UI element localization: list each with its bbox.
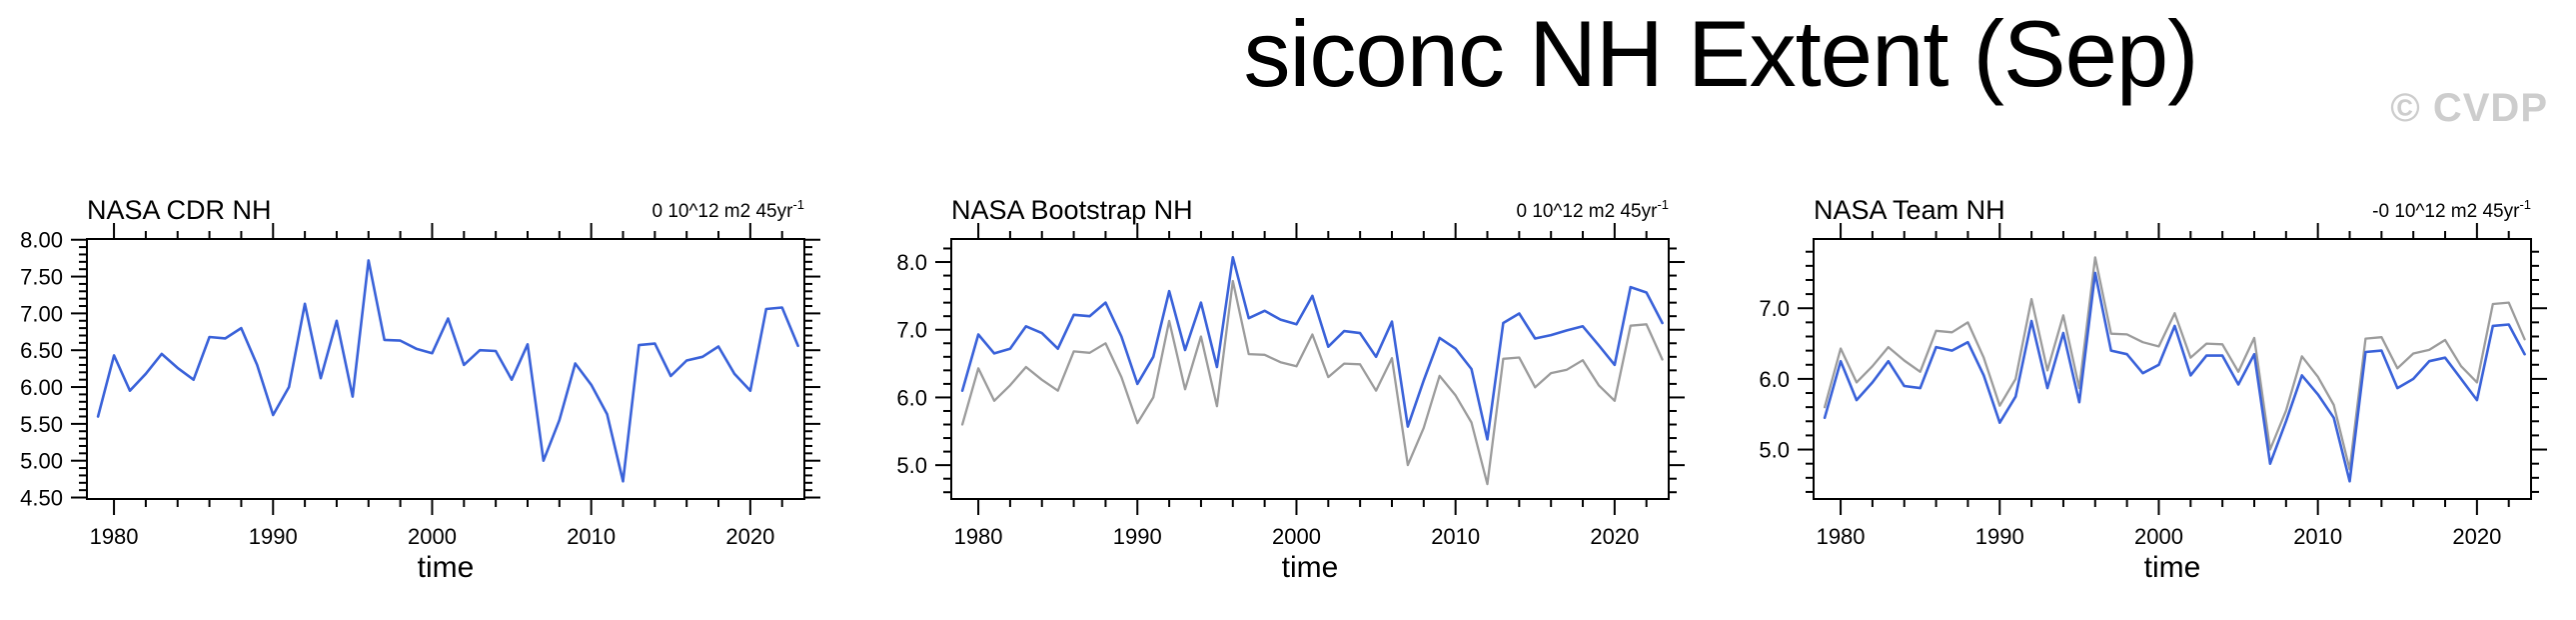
y-tick-label: 6.0 — [1759, 367, 1790, 392]
y-tick-label: 5.0 — [1759, 438, 1790, 463]
y-tick-label: 6.50 — [20, 338, 63, 363]
plot-box — [1813, 238, 2532, 500]
y-tick-label: 7.0 — [896, 318, 927, 343]
y-tick-label: 8.0 — [896, 250, 927, 275]
trend-annotation: -0 10^12 m2 45yr-1 — [2372, 197, 2531, 222]
figure-title: siconc NH Extent (Sep) — [1243, 1, 2199, 106]
cvdp-watermark: © CVDP — [2390, 86, 2548, 130]
plot-box — [86, 238, 805, 500]
x-tick-label: 1980 — [1817, 524, 1866, 549]
chart-panel-1: NASA CDR NH 0 10^12 m2 45yr-1 1980 1990 2000… — [20, 195, 820, 584]
y-tick-label: 5.50 — [20, 412, 63, 437]
series-line-nasa-team-nh — [1823, 271, 2526, 483]
y-tick-label: 7.50 — [20, 265, 63, 290]
series-line-nasa-cdr-nh-reference — [1823, 256, 2526, 471]
x-tick-label: 2010 — [1431, 524, 1480, 549]
x-tick-label: 1990 — [1113, 524, 1162, 549]
y-tick-label: 4.50 — [20, 486, 63, 511]
panel-title: NASA Bootstrap NH — [951, 195, 1193, 225]
y-tick-label: 7.00 — [20, 301, 63, 326]
x-tick-label: 2000 — [2134, 524, 2183, 549]
panel-title: NASA CDR NH — [87, 195, 272, 225]
x-tick-label: 2010 — [2293, 524, 2342, 549]
y-tick-label: 5.00 — [20, 449, 63, 474]
x-axis-label: time — [2144, 551, 2201, 584]
x-tick-label: 2020 — [725, 524, 774, 549]
panel-title: NASA Team NH — [1814, 195, 2005, 225]
chart-panel-2: NASA Bootstrap NH 0 10^12 m2 45yr-1 1980 19… — [896, 195, 1685, 584]
x-tick-label: 2020 — [2452, 524, 2501, 549]
x-tick-label: 2000 — [1272, 524, 1321, 549]
x-tick-label: 2010 — [567, 524, 616, 549]
chart-panel-3: NASA Team NH -0 10^12 m2 45yr-1 1980 1990 20… — [1759, 195, 2547, 584]
series-line-nasa-bootstrap-nh — [960, 256, 1664, 441]
x-tick-label: 1990 — [249, 524, 298, 549]
x-axis-label: time — [1282, 551, 1339, 584]
y-tick-label: 6.00 — [20, 375, 63, 400]
plot-box — [950, 238, 1670, 500]
y-tick-label: 8.00 — [20, 228, 63, 253]
x-tick-label: 1990 — [1975, 524, 2024, 549]
x-tick-label: 1980 — [90, 524, 139, 549]
x-tick-label: 2020 — [1590, 524, 1639, 549]
x-tick-label: 1980 — [954, 524, 1003, 549]
trend-annotation: 0 10^12 m2 45yr-1 — [1516, 197, 1669, 222]
y-tick-label: 5.0 — [896, 453, 927, 478]
series-line-nasa-cdr-nh — [96, 259, 799, 483]
x-axis-label: time — [418, 551, 475, 584]
y-tick-label: 7.0 — [1759, 296, 1790, 321]
x-tick-label: 2000 — [408, 524, 457, 549]
y-tick-label: 6.0 — [896, 385, 927, 410]
trend-annotation: 0 10^12 m2 45yr-1 — [651, 197, 804, 222]
series-line-nasa-cdr-nh-reference — [960, 279, 1664, 486]
